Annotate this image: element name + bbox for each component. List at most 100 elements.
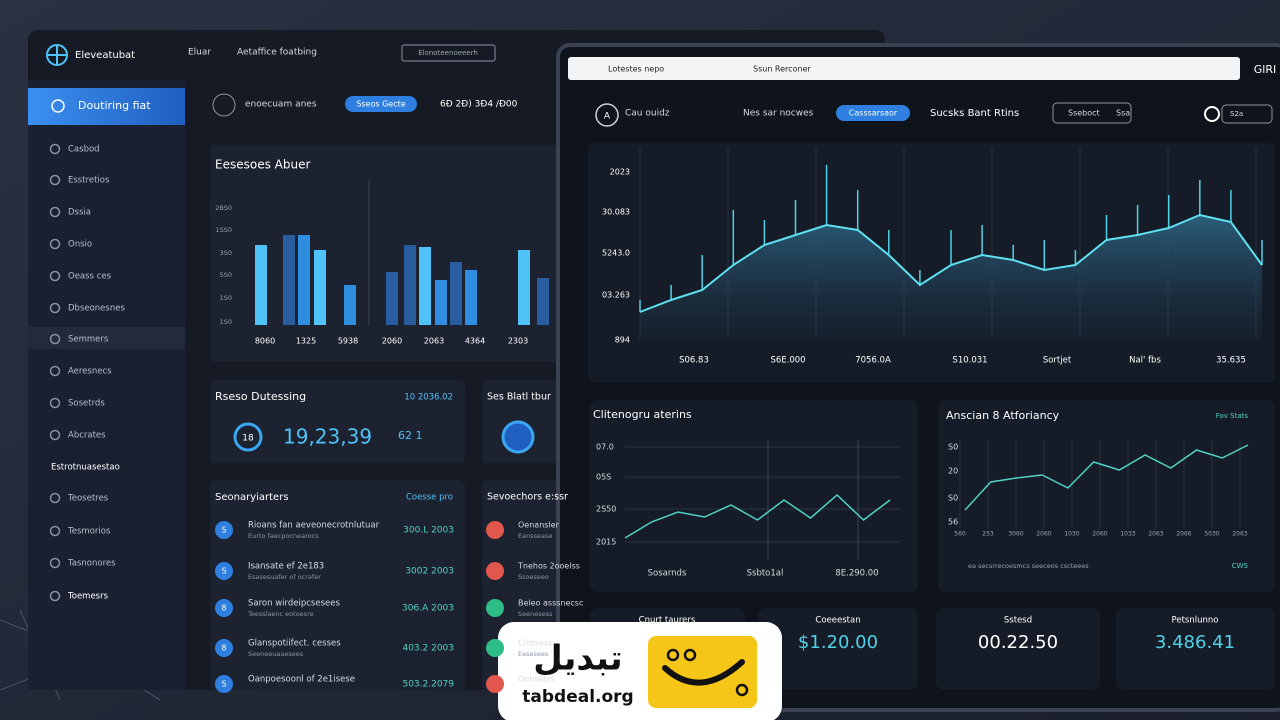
avatar-label: A bbox=[604, 112, 611, 122]
header-label: enoecuam anes bbox=[245, 100, 317, 110]
row-title[interactable]: Oohsesrs bbox=[518, 675, 555, 684]
sidebar-item[interactable]: Sosetrds bbox=[68, 399, 105, 409]
card-change: 62 1 bbox=[398, 429, 423, 442]
nav-link[interactable]: Eluar bbox=[188, 48, 211, 58]
header-button[interactable] bbox=[836, 105, 910, 121]
sidebar-active[interactable] bbox=[28, 88, 185, 125]
bar bbox=[450, 262, 462, 325]
x-tick-label: S6E.000 bbox=[770, 356, 805, 366]
sidebar-active-label: Doutiring fiat bbox=[78, 99, 151, 112]
row-title[interactable]: Oenansler bbox=[518, 521, 560, 530]
toggle[interactable] bbox=[1204, 106, 1220, 122]
row-icon-label: 8 bbox=[221, 604, 226, 613]
logo-text: تبدیل bbox=[533, 639, 622, 679]
sidebar-item[interactable]: Semmers bbox=[68, 335, 109, 345]
sidebar-hover[interactable] bbox=[28, 327, 185, 349]
row-icon bbox=[215, 562, 233, 580]
sidebar-item[interactable]: Oeass ces bbox=[68, 272, 112, 282]
bar bbox=[465, 270, 477, 325]
card-date: 10 2036.02 bbox=[404, 393, 453, 403]
y-tick-label: 2S50 bbox=[596, 505, 616, 514]
row-sub: Eesesees bbox=[518, 650, 549, 658]
row-icon bbox=[215, 521, 233, 539]
window-label: GlRI bbox=[1254, 63, 1276, 76]
row-icon bbox=[486, 562, 504, 580]
header-button-label[interactable]: Casssarsaor bbox=[849, 109, 898, 118]
bar bbox=[283, 235, 295, 325]
bar bbox=[419, 247, 431, 325]
logo-domain: tabdeal.org bbox=[522, 687, 633, 707]
row-title[interactable]: Isansate ef 2e183 bbox=[248, 562, 324, 572]
search-box[interactable] bbox=[401, 44, 496, 62]
header-pill-label[interactable]: Sseos Gecte bbox=[356, 100, 405, 109]
row-title[interactable]: Beleo asssnecsc bbox=[518, 599, 583, 608]
chart-footer: ea secsrrecoesmcs seeceos cscteees bbox=[968, 562, 1089, 570]
toggle-box[interactable] bbox=[1221, 104, 1273, 124]
kpi-value: 3.486.41 bbox=[1155, 632, 1235, 653]
sidebar-item[interactable]: Toemesrs bbox=[67, 592, 109, 602]
row-icon-label: S bbox=[221, 526, 226, 535]
chart-link[interactable]: Fov Stats bbox=[1216, 412, 1249, 420]
logo-eye bbox=[666, 648, 680, 662]
x-tick-label: 1033 bbox=[1120, 531, 1135, 538]
row-sub: Seeneeuaaesees bbox=[248, 650, 304, 658]
bar bbox=[314, 250, 326, 325]
nav-link[interactable]: Aetaffice foatbing bbox=[237, 48, 317, 58]
row-sub: Esasesuafer of ocrafer bbox=[248, 573, 321, 581]
kpi-card bbox=[936, 608, 1100, 690]
x-tick-label: 253 bbox=[982, 531, 994, 538]
list-link[interactable]: Coesse pro bbox=[406, 493, 453, 503]
sidebar-item[interactable]: Teosetres bbox=[67, 494, 109, 504]
y-tick-label: 5243.0 bbox=[602, 249, 630, 258]
logo-mark bbox=[648, 636, 757, 708]
select-box[interactable] bbox=[1052, 102, 1132, 124]
stat-icon bbox=[233, 422, 263, 452]
row-title[interactable]: Oanpoesoonl of 2e1isese bbox=[248, 675, 355, 685]
sidebar-item[interactable]: Esstretios bbox=[68, 176, 110, 186]
y-tick-label: 20 bbox=[948, 467, 958, 476]
sidebar-item[interactable]: Casbod bbox=[68, 145, 100, 155]
stat-card bbox=[210, 380, 465, 463]
row-icon bbox=[215, 599, 233, 617]
sidebar-item[interactable]: Tesmorios bbox=[67, 527, 111, 537]
logo-eye bbox=[683, 648, 697, 662]
row-title[interactable]: Saron wirdeipcsesees bbox=[248, 599, 340, 609]
row-title[interactable]: Crhtsess bbox=[518, 639, 552, 648]
x-tick-label: 3060 bbox=[1008, 531, 1023, 538]
y-tick-label: 2015 bbox=[596, 538, 616, 547]
row-title[interactable]: Tnehos 2ooelss bbox=[517, 562, 580, 571]
select-label: Sseboct bbox=[1068, 109, 1100, 118]
sidebar-item[interactable]: Tasnonores bbox=[67, 559, 116, 569]
sidebar-item[interactable]: Abcrates bbox=[68, 431, 106, 441]
row-icon bbox=[486, 639, 504, 657]
sidebar-icon bbox=[49, 365, 61, 377]
sidebar-item[interactable]: Aeresnecs bbox=[68, 367, 112, 377]
row-icon bbox=[486, 521, 504, 539]
logo-dot bbox=[735, 683, 749, 697]
x-tick-label: S10.031 bbox=[952, 356, 987, 366]
kpi-card bbox=[1116, 608, 1275, 690]
y-tick-label: 1S0 bbox=[220, 318, 232, 326]
sidebar-item[interactable]: Onsio bbox=[68, 240, 92, 250]
avatar[interactable] bbox=[595, 103, 619, 127]
row-sub: Seenesess bbox=[518, 610, 553, 618]
row-title[interactable]: Glanspotiifect. cesses bbox=[248, 639, 341, 649]
x-tick-label: 8060 bbox=[255, 337, 275, 346]
bar bbox=[518, 250, 530, 325]
header-pill[interactable] bbox=[345, 96, 417, 112]
kpi-label: Sstesd bbox=[1004, 616, 1032, 626]
sidebar-icon bbox=[49, 492, 61, 504]
x-tick-label: 1325 bbox=[296, 337, 316, 346]
sidebar-icon bbox=[49, 143, 61, 155]
row-value: 300.L 2003 bbox=[403, 526, 454, 536]
line bbox=[964, 444, 1249, 511]
y-tick-label: 30.083 bbox=[602, 208, 630, 217]
y-tick-label: 894 bbox=[615, 336, 630, 345]
row-title[interactable]: Rioans fan aeveonecrotnlutuar bbox=[248, 521, 380, 531]
sidebar-item[interactable]: Dbseonesnes bbox=[68, 304, 125, 314]
sidebar-icon bbox=[49, 333, 61, 345]
chart-footer: CWS bbox=[1232, 562, 1249, 570]
x-tick-label: 35.635 bbox=[1216, 356, 1246, 366]
chart-title: Clitenogru aterins bbox=[593, 408, 692, 421]
sidebar-item[interactable]: Dssia bbox=[68, 208, 91, 218]
